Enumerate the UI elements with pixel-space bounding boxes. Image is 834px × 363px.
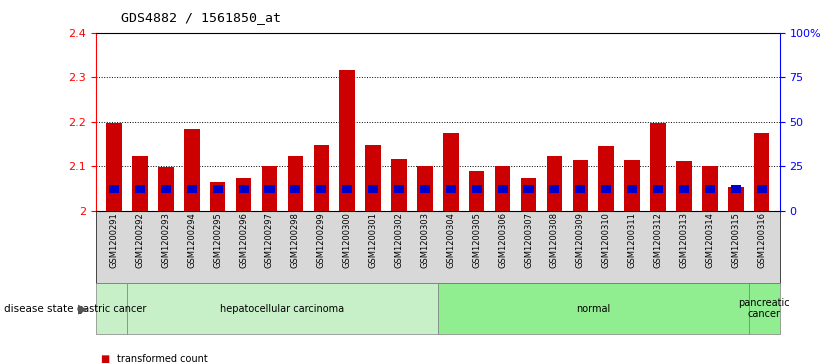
Text: normal: normal	[576, 303, 610, 314]
Bar	[702, 166, 717, 211]
Text: disease state: disease state	[4, 303, 73, 314]
Bar	[132, 156, 148, 211]
Bar	[316, 185, 326, 193]
Bar	[394, 185, 404, 193]
Bar	[236, 178, 251, 211]
Bar	[550, 185, 560, 193]
Bar	[472, 185, 482, 193]
Bar	[264, 185, 274, 193]
Bar	[651, 123, 666, 211]
Bar	[161, 185, 171, 193]
Bar	[573, 160, 588, 211]
Bar	[365, 145, 381, 211]
Bar	[728, 187, 744, 211]
Bar	[625, 160, 640, 211]
Bar	[368, 185, 378, 193]
Text: transformed count: transformed count	[117, 354, 208, 363]
Bar	[314, 145, 329, 211]
Bar	[599, 146, 614, 211]
Bar	[520, 178, 536, 211]
Text: pancreatic
cancer: pancreatic cancer	[738, 298, 790, 319]
Bar	[495, 166, 510, 211]
Bar	[601, 185, 611, 193]
Bar	[262, 166, 277, 211]
Bar	[469, 171, 485, 211]
Bar	[627, 185, 637, 193]
Bar	[498, 185, 508, 193]
Bar	[756, 185, 766, 193]
Bar	[213, 185, 223, 193]
Bar	[342, 185, 352, 193]
Bar	[417, 166, 433, 211]
Bar	[210, 182, 225, 211]
Bar	[339, 70, 355, 211]
Bar	[705, 185, 715, 193]
Bar	[575, 185, 585, 193]
Text: GDS4882 / 1561850_at: GDS4882 / 1561850_at	[121, 11, 281, 24]
Text: gastric cancer: gastric cancer	[77, 303, 146, 314]
Bar	[187, 185, 197, 193]
Bar	[239, 185, 249, 193]
Bar	[679, 185, 689, 193]
Bar	[445, 185, 456, 193]
Bar	[676, 161, 691, 211]
Bar	[731, 185, 741, 193]
Bar	[290, 185, 300, 193]
Bar	[158, 167, 173, 211]
Bar	[420, 185, 430, 193]
Bar	[754, 133, 770, 211]
Bar	[109, 185, 119, 193]
Bar	[443, 133, 459, 211]
Bar	[184, 129, 199, 211]
Bar	[106, 123, 122, 211]
Text: ▶: ▶	[78, 302, 88, 315]
Bar	[288, 156, 303, 211]
Bar	[653, 185, 663, 193]
Bar	[135, 185, 145, 193]
Bar	[391, 159, 407, 211]
Bar	[524, 185, 534, 193]
Text: ■: ■	[100, 354, 109, 363]
Bar	[546, 156, 562, 211]
Text: hepatocellular carcinoma: hepatocellular carcinoma	[220, 303, 344, 314]
